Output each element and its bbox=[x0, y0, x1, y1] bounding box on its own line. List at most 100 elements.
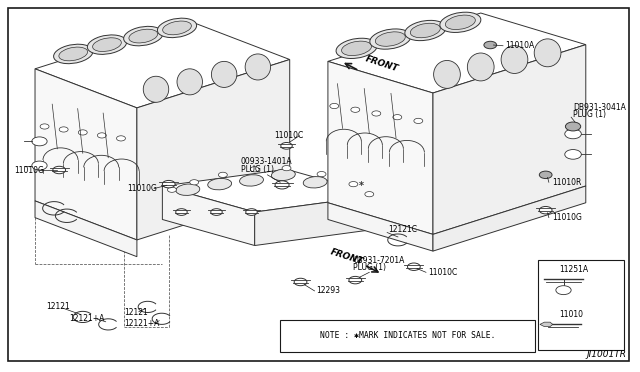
Ellipse shape bbox=[245, 54, 271, 80]
Circle shape bbox=[32, 137, 47, 146]
Polygon shape bbox=[540, 322, 553, 327]
Circle shape bbox=[330, 103, 339, 109]
Ellipse shape bbox=[271, 169, 295, 180]
Ellipse shape bbox=[534, 39, 561, 67]
Ellipse shape bbox=[176, 184, 200, 195]
Text: 11010G: 11010G bbox=[552, 213, 582, 222]
Circle shape bbox=[97, 133, 106, 138]
Ellipse shape bbox=[375, 32, 405, 46]
Text: FRONT: FRONT bbox=[364, 54, 399, 73]
Text: DB931-3041A: DB931-3041A bbox=[573, 103, 626, 112]
Text: FRONT: FRONT bbox=[329, 248, 365, 267]
Ellipse shape bbox=[370, 29, 411, 49]
Circle shape bbox=[168, 187, 177, 192]
Ellipse shape bbox=[501, 46, 528, 74]
Circle shape bbox=[372, 111, 381, 116]
Ellipse shape bbox=[239, 175, 264, 186]
Circle shape bbox=[365, 192, 374, 197]
Polygon shape bbox=[433, 186, 586, 251]
Circle shape bbox=[556, 286, 571, 295]
Text: PLUG (1): PLUG (1) bbox=[241, 165, 274, 174]
Text: 11010C: 11010C bbox=[274, 131, 303, 140]
Circle shape bbox=[281, 142, 292, 149]
Ellipse shape bbox=[54, 44, 93, 64]
Ellipse shape bbox=[208, 179, 232, 190]
Ellipse shape bbox=[163, 21, 191, 35]
Polygon shape bbox=[35, 69, 137, 240]
Ellipse shape bbox=[87, 35, 127, 54]
Text: 11010C: 11010C bbox=[428, 268, 457, 277]
Circle shape bbox=[275, 181, 289, 189]
Text: 12121: 12121 bbox=[124, 308, 148, 317]
Text: 11010G: 11010G bbox=[14, 166, 44, 174]
Circle shape bbox=[32, 161, 47, 170]
Circle shape bbox=[211, 209, 222, 215]
Text: 08931-7201A: 08931-7201A bbox=[353, 256, 404, 265]
Polygon shape bbox=[328, 203, 433, 251]
Circle shape bbox=[40, 124, 49, 129]
Polygon shape bbox=[137, 60, 290, 240]
Text: NOTE : ✱MARK INDICATES NOT FOR SALE.: NOTE : ✱MARK INDICATES NOT FOR SALE. bbox=[320, 331, 495, 340]
Circle shape bbox=[564, 129, 581, 139]
Ellipse shape bbox=[467, 53, 494, 81]
Polygon shape bbox=[255, 195, 379, 246]
Circle shape bbox=[408, 263, 420, 270]
Circle shape bbox=[540, 206, 552, 214]
Polygon shape bbox=[163, 169, 379, 212]
Text: 00933-1401A: 00933-1401A bbox=[241, 157, 292, 166]
Ellipse shape bbox=[303, 177, 327, 188]
Ellipse shape bbox=[434, 61, 460, 89]
Circle shape bbox=[163, 180, 175, 188]
Circle shape bbox=[246, 209, 257, 215]
Circle shape bbox=[414, 118, 423, 124]
Text: 11010A: 11010A bbox=[505, 41, 534, 50]
Ellipse shape bbox=[93, 38, 122, 51]
Text: 11251A: 11251A bbox=[559, 265, 588, 274]
Circle shape bbox=[484, 41, 497, 49]
Circle shape bbox=[351, 107, 360, 112]
Text: 11010G: 11010G bbox=[127, 184, 157, 193]
Text: JI1001TR: JI1001TR bbox=[586, 350, 627, 359]
Circle shape bbox=[218, 172, 227, 177]
Ellipse shape bbox=[445, 15, 476, 29]
Ellipse shape bbox=[157, 18, 196, 38]
Circle shape bbox=[250, 167, 259, 172]
Circle shape bbox=[282, 166, 291, 171]
Text: 11010R: 11010R bbox=[552, 178, 581, 187]
Polygon shape bbox=[35, 20, 290, 108]
Polygon shape bbox=[35, 201, 137, 257]
Bar bbox=[280, 320, 535, 352]
Circle shape bbox=[393, 115, 402, 120]
Text: 12121+A: 12121+A bbox=[124, 319, 159, 328]
Text: 12293: 12293 bbox=[316, 286, 340, 295]
Ellipse shape bbox=[129, 29, 157, 43]
Text: 12121: 12121 bbox=[46, 302, 70, 311]
Text: 12121C: 12121C bbox=[388, 225, 417, 234]
Circle shape bbox=[60, 127, 68, 132]
Text: 12121+A: 12121+A bbox=[68, 314, 104, 323]
Circle shape bbox=[116, 136, 125, 141]
Polygon shape bbox=[433, 45, 586, 234]
Circle shape bbox=[78, 130, 87, 135]
Polygon shape bbox=[163, 186, 255, 246]
Ellipse shape bbox=[342, 41, 372, 55]
Polygon shape bbox=[328, 61, 433, 234]
Circle shape bbox=[349, 276, 362, 284]
Text: *: * bbox=[359, 181, 364, 191]
Ellipse shape bbox=[124, 26, 163, 46]
Ellipse shape bbox=[405, 20, 446, 41]
Circle shape bbox=[349, 182, 358, 187]
Polygon shape bbox=[328, 13, 586, 93]
Ellipse shape bbox=[143, 76, 169, 102]
Ellipse shape bbox=[410, 23, 440, 38]
Circle shape bbox=[565, 122, 580, 131]
Circle shape bbox=[294, 278, 307, 286]
Circle shape bbox=[176, 209, 187, 215]
Circle shape bbox=[317, 171, 326, 177]
Text: 11010: 11010 bbox=[559, 310, 583, 319]
Circle shape bbox=[540, 171, 552, 179]
Ellipse shape bbox=[59, 47, 88, 61]
Circle shape bbox=[53, 166, 65, 174]
Ellipse shape bbox=[211, 61, 237, 87]
Ellipse shape bbox=[440, 12, 481, 32]
